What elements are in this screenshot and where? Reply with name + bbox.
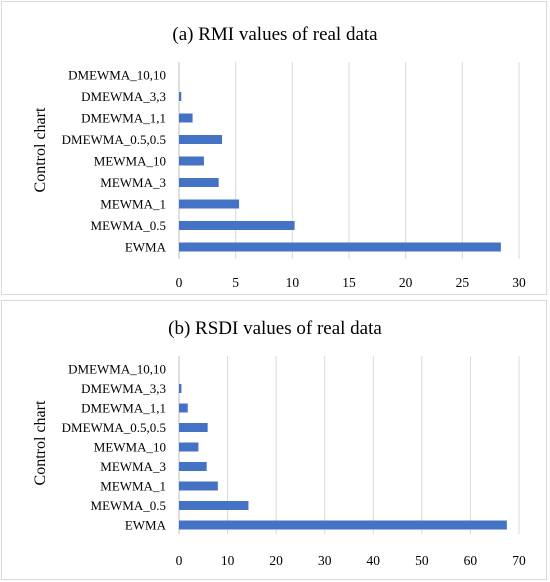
- bar-MEWMA_3: [179, 462, 207, 471]
- category-label: MEWMA_0.5: [91, 218, 166, 233]
- bar-DMEWMA_1,1: [179, 113, 193, 123]
- category-label: DMEWMA_0.5,0.5: [62, 420, 166, 435]
- bar-DMEWMA_0.5,0.5: [179, 135, 223, 144]
- rmi-chart: (a) RMI values of real data Control char…: [32, 24, 526, 290]
- chart-title: (a) RMI values of real data: [172, 24, 378, 45]
- category-label: DMEWMA_10,10: [68, 362, 166, 377]
- x-tick-label: 0: [176, 275, 183, 290]
- bar-MEWMA_0.5: [179, 501, 249, 510]
- category-label: DMEWMA_3,3: [81, 89, 166, 104]
- bar-DMEWMA_3,3: [179, 384, 182, 393]
- rsdi-chart-panel: (b) RSDI values of real data Control cha…: [1, 300, 547, 580]
- category-label: MEWMA_1: [100, 197, 166, 212]
- bar-MEWMA_3: [179, 178, 219, 187]
- category-label: MEWMA_10: [94, 154, 166, 169]
- category-label: DMEWMA_1,1: [81, 401, 166, 416]
- category-label: DMEWMA_3,3: [81, 381, 166, 396]
- category-label: MEWMA_10: [94, 440, 166, 455]
- rsdi-chart: (b) RSDI values of real data Control cha…: [32, 318, 526, 568]
- category-label: DMEWMA_10,10: [68, 68, 166, 83]
- y-axis-label: Control chart: [32, 107, 49, 192]
- bar-MEWMA_10: [179, 442, 199, 452]
- category-label: DMEWMA_0.5,0.5: [62, 132, 166, 147]
- x-tick-label: 10: [286, 275, 300, 290]
- x-tick-label: 5: [232, 275, 239, 290]
- x-tick-label: 15: [342, 275, 356, 290]
- x-tick-label: 20: [269, 553, 283, 568]
- bar-MEWMA_1: [179, 199, 240, 209]
- x-tick-label: 20: [399, 275, 413, 290]
- category-label: DMEWMA_1,1: [81, 111, 166, 126]
- category-label: MEWMA_3: [100, 459, 166, 474]
- x-tick-label: 70: [512, 553, 526, 568]
- chart-title: (b) RSDI values of real data: [168, 318, 382, 339]
- bar-DMEWMA_1,1: [179, 403, 188, 413]
- bar-EWMA: [179, 242, 501, 252]
- bar-DMEWMA_0.5,0.5: [179, 423, 208, 432]
- x-tick-label: 0: [176, 553, 183, 568]
- category-label: MEWMA_0.5: [91, 498, 166, 513]
- x-tick-label: 50: [415, 553, 429, 568]
- x-tick-label: 30: [318, 553, 332, 568]
- x-tick-label: 30: [512, 275, 526, 290]
- category-label: EWMA: [125, 240, 167, 255]
- category-label: MEWMA_3: [100, 175, 166, 190]
- x-tick-label: 60: [464, 553, 478, 568]
- x-tick-label: 10: [221, 553, 235, 568]
- x-tick-label: 40: [367, 553, 381, 568]
- bar-MEWMA_10: [179, 156, 204, 166]
- bar-MEWMA_1: [179, 481, 218, 491]
- category-label: EWMA: [125, 518, 167, 533]
- bar-DMEWMA_3,3: [179, 92, 182, 101]
- bar-EWMA: [179, 520, 507, 530]
- category-label: MEWMA_1: [100, 479, 166, 494]
- rmi-chart-panel: (a) RMI values of real data Control char…: [1, 1, 547, 295]
- bar-MEWMA_0.5: [179, 221, 295, 230]
- y-axis-label: Control chart: [32, 400, 49, 485]
- x-tick-label: 25: [456, 275, 470, 290]
